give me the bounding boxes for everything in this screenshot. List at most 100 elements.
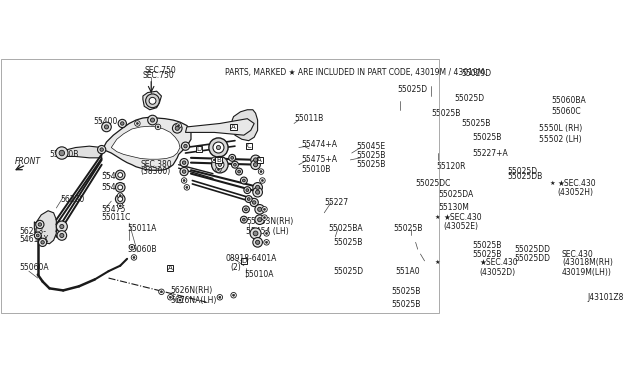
Text: 55025DB: 55025DB [507,172,542,181]
Text: (2): (2) [230,263,241,272]
Text: SEC.750: SEC.750 [143,71,175,80]
Circle shape [57,231,67,240]
Circle shape [231,292,236,298]
Circle shape [97,145,106,154]
Circle shape [255,190,260,194]
Text: ★SEC.430: ★SEC.430 [443,213,482,222]
Circle shape [56,147,68,159]
Circle shape [119,195,121,197]
Circle shape [56,221,67,232]
Circle shape [217,295,223,300]
Circle shape [118,203,123,209]
Text: (38300): (38300) [141,167,171,176]
Circle shape [212,157,217,163]
Text: 55025B: 55025B [356,160,385,169]
Circle shape [36,234,39,237]
Circle shape [232,294,235,296]
Text: 55060BA: 55060BA [551,96,586,105]
Circle shape [234,163,236,166]
Circle shape [253,231,258,236]
Circle shape [251,160,260,170]
Circle shape [115,194,125,204]
Circle shape [255,185,260,189]
Circle shape [161,291,163,293]
Circle shape [255,205,264,214]
Text: 55025D: 55025D [507,167,537,176]
Circle shape [258,218,262,222]
Bar [246,143,252,149]
Text: 55060B: 55060B [127,245,157,254]
Text: 55025B: 55025B [431,109,461,118]
Circle shape [264,240,269,245]
Text: 55025B: 55025B [393,224,422,233]
Text: 55010B: 55010B [49,150,79,159]
Text: 55060A: 55060A [19,263,49,272]
Text: 55227+A: 55227+A [473,148,508,157]
Text: 55010A: 55010A [244,270,273,279]
Text: ★: ★ [550,181,555,186]
Circle shape [250,198,259,206]
Circle shape [102,122,111,132]
Circle shape [216,145,221,150]
Circle shape [41,241,44,244]
Text: A: A [168,265,173,271]
Text: ★SEC.430: ★SEC.430 [558,179,596,188]
Circle shape [119,205,121,207]
Text: 55025D: 55025D [333,267,364,276]
Circle shape [172,124,182,133]
Circle shape [243,218,245,221]
Circle shape [262,215,268,220]
Circle shape [232,161,238,168]
Text: ★SEC.430: ★SEC.430 [479,259,518,267]
Text: ★: ★ [435,260,440,266]
Text: 55025DD: 55025DD [514,254,550,263]
Circle shape [244,208,247,211]
Circle shape [104,125,109,129]
Circle shape [180,158,188,167]
Polygon shape [62,146,102,158]
Text: 08918-6401A: 08918-6401A [225,254,276,263]
Circle shape [243,179,245,182]
Text: 5626N(RH): 5626N(RH) [170,286,212,295]
Circle shape [180,167,188,176]
Circle shape [181,142,189,150]
Text: 55025B: 55025B [392,300,421,309]
Text: 55011C: 55011C [102,213,131,222]
Text: D: D [196,146,202,152]
Circle shape [136,122,138,125]
Circle shape [182,161,186,164]
Circle shape [184,185,189,190]
Text: 43019M(LH)): 43019M(LH)) [562,268,612,277]
Circle shape [170,296,172,298]
Text: 55045E: 55045E [356,142,385,151]
Circle shape [213,142,224,153]
Circle shape [264,217,266,219]
Circle shape [245,196,252,202]
Circle shape [131,255,137,260]
Circle shape [218,169,220,170]
Circle shape [118,185,123,190]
Circle shape [115,170,125,180]
Circle shape [179,299,181,301]
Circle shape [148,115,157,125]
Text: 551A0: 551A0 [395,267,420,276]
Text: (43052H): (43052H) [558,188,594,197]
Polygon shape [143,91,161,110]
Polygon shape [102,117,191,170]
Circle shape [258,207,262,211]
Text: 55502 (LH): 55502 (LH) [540,135,582,144]
Text: 55029D: 55029D [461,69,492,78]
Text: 55025B: 55025B [473,133,502,142]
Text: 55227: 55227 [324,198,348,207]
Text: 55025B: 55025B [473,250,502,259]
Text: 55400: 55400 [93,117,118,126]
Circle shape [38,223,42,226]
Bar [167,264,173,271]
Circle shape [146,94,159,108]
Circle shape [228,154,236,161]
Circle shape [177,125,180,126]
Circle shape [253,187,262,197]
Circle shape [183,179,185,182]
Circle shape [231,157,234,159]
Circle shape [118,193,123,198]
